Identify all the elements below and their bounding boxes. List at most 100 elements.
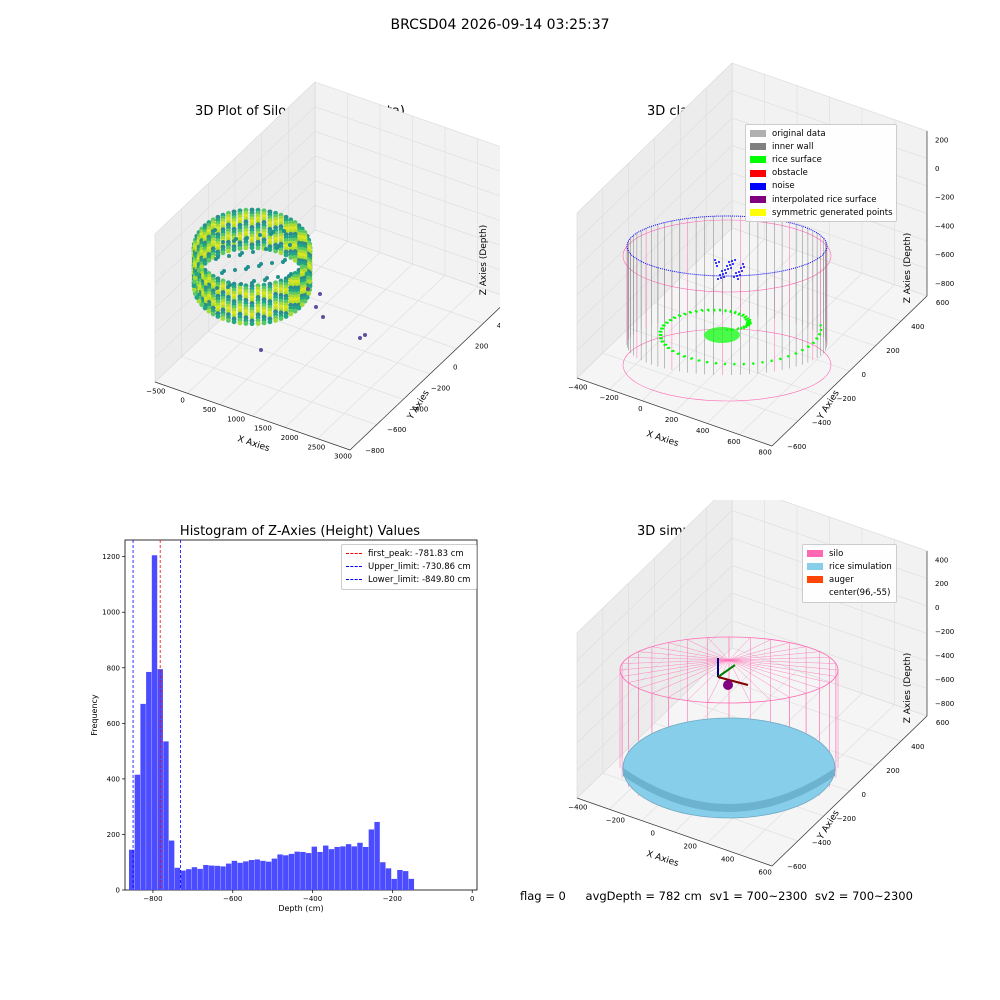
plot2-z-tick: 0 — [935, 165, 939, 173]
plot2-x-tick: 0 — [638, 405, 642, 413]
raw-outlier-point — [363, 333, 367, 337]
legend-swatch — [807, 563, 823, 571]
histogram-bar — [265, 861, 272, 890]
histogram-bar — [345, 844, 352, 890]
histogram-bar — [254, 859, 260, 890]
plot4-y-tick: −200 — [837, 815, 856, 823]
plot2-y-tick: 0 — [862, 371, 866, 379]
rice-surface-point — [746, 320, 749, 323]
rice-surface-point — [674, 316, 677, 319]
legend-label: rice surface — [772, 154, 822, 165]
rice-surface-point — [733, 312, 736, 315]
raw-point — [289, 272, 293, 276]
plot4-x-tick: 200 — [684, 843, 697, 851]
histogram-bar — [203, 865, 209, 890]
plot4-zlabel: Z Axies (Depth) — [903, 653, 913, 724]
noise-point — [724, 269, 726, 271]
histogram-bar — [397, 870, 403, 890]
histogram-bar — [334, 846, 340, 890]
raw-point — [276, 275, 280, 279]
histogram-bar — [231, 860, 238, 890]
silo-wire — [707, 637, 730, 661]
rice-surface-point — [666, 321, 669, 324]
auger-axis-x — [717, 676, 749, 686]
raw-point — [282, 229, 286, 233]
plot1-x-tick: 1000 — [227, 415, 245, 423]
rice-surface-point — [670, 319, 673, 322]
noise-point — [725, 272, 727, 274]
legend-label: obstacle — [772, 168, 808, 179]
raw-point — [277, 244, 281, 248]
raw-point — [267, 319, 273, 325]
histogram-bar — [408, 878, 415, 890]
raw-point — [302, 298, 308, 304]
raw-point — [237, 320, 243, 326]
legend-swatch — [750, 156, 766, 164]
silo-wire — [651, 646, 730, 661]
raw-point — [220, 250, 226, 256]
histogram-bar — [288, 853, 295, 890]
rice-surface-point — [665, 343, 668, 346]
raw-point — [216, 255, 220, 259]
plot2-y-tick: 600 — [936, 299, 949, 307]
plot1-y-tick: 200 — [475, 343, 488, 351]
rice-surface-point — [817, 333, 820, 336]
silo-wire — [728, 659, 820, 689]
plot4-z-tick: −200 — [935, 628, 954, 636]
legend-swatch — [750, 209, 766, 217]
raw-point — [215, 314, 221, 319]
histogram-bar — [323, 845, 329, 890]
plot2-z-tick: 200 — [935, 136, 948, 144]
plot2-y-tick: 200 — [886, 347, 899, 355]
plot2-x-tick: 400 — [696, 427, 709, 435]
rice-surface-point — [761, 360, 764, 363]
noise-point — [726, 265, 728, 267]
rice-surface-point — [672, 349, 675, 352]
rice-surface-point — [794, 352, 797, 355]
legend-swatch — [750, 130, 766, 138]
legend-entry: first_peak: -781.83 cm — [346, 547, 472, 560]
plot1-y-tick: −400 — [409, 405, 428, 413]
noise-point — [729, 264, 731, 266]
silo-wire — [638, 651, 730, 661]
plot4-z-tick: 0 — [935, 604, 939, 612]
histogram-bar — [197, 868, 203, 890]
legend-label: symmetric generated points — [772, 207, 893, 218]
raw-point — [246, 265, 250, 269]
raw-point — [255, 321, 261, 326]
plot4-z-tick: −600 — [935, 676, 954, 684]
plot4-x-tick: 600 — [758, 869, 771, 877]
plot4-y-tick: 400 — [911, 743, 924, 751]
histogram-bar — [317, 851, 323, 890]
rice-surface-point — [668, 346, 671, 349]
histogram-bar — [186, 869, 192, 890]
raw-point — [243, 245, 249, 251]
noise-point — [723, 276, 725, 278]
plot1-y-tick: −800 — [365, 447, 384, 455]
rice-surface-point — [713, 309, 716, 312]
raw-point — [194, 295, 200, 300]
rice-surface-point — [706, 360, 709, 363]
rice-surface-point — [679, 314, 682, 317]
silo-wire — [622, 659, 730, 664]
raw-point — [199, 264, 205, 270]
histogram-x-tick: −600 — [223, 895, 242, 903]
plot1-x-tick: 3000 — [334, 453, 352, 461]
histogram-bar — [351, 846, 357, 890]
noise-point — [735, 272, 737, 274]
raw-point — [222, 269, 226, 273]
raw-point — [259, 262, 263, 266]
classify-3d-plot: −400 −200 0 200 400 600 800 600 400 200 0 −200 −400 −… — [568, 62, 954, 457]
raw-point — [264, 247, 268, 251]
histogram-bar — [220, 866, 226, 890]
plot1-x-tick: 2000 — [281, 434, 299, 442]
raw-point — [192, 275, 198, 281]
legend-label: silo — [829, 548, 844, 559]
legend-entry: symmetric generated points — [750, 206, 893, 219]
histogram-title: Histogram of Z-Axies (Height) Values — [179, 524, 421, 539]
legend-label: auger — [829, 574, 854, 585]
raw-point — [304, 271, 310, 277]
raw-outlier-point — [306, 287, 310, 291]
legend-swatch — [346, 566, 362, 568]
plot2-legend: original data inner wall rice surface obsta… — [745, 124, 897, 223]
